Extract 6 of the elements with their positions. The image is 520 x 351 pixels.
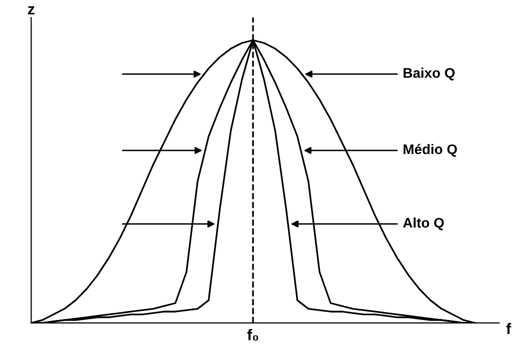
x-axis-title: f — [506, 322, 512, 334]
annotation: Médio Q — [404, 144, 457, 157]
annotation: Baixo Q — [404, 68, 455, 80]
y-axis-title: z — [28, 6, 34, 14]
text: f₀ — [247, 329, 258, 341]
annotation: Alto Q — [403, 217, 444, 230]
